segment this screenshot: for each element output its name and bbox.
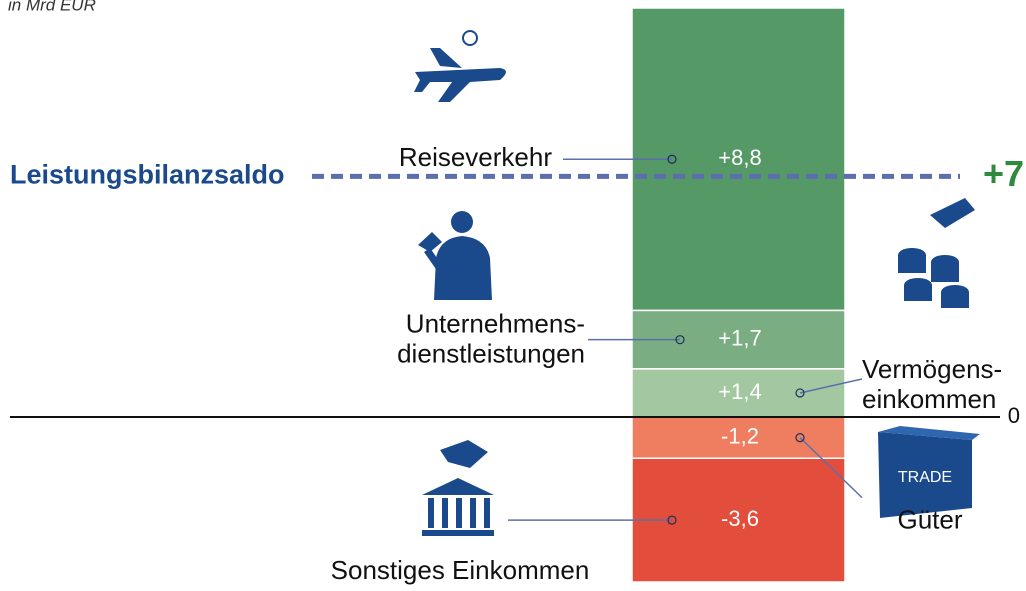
category-label-line: Vermögens-: [862, 354, 1002, 384]
value-label: -1,2: [721, 423, 759, 448]
category-label-line: Reiseverkehr: [399, 142, 553, 172]
category-label: Güter: [897, 505, 962, 535]
category-label: Unternehmens-dienstleistungen: [397, 309, 585, 369]
y-tick-label: 0: [1008, 403, 1020, 428]
category-label: Reiseverkehr: [399, 142, 553, 172]
value-label: +1,7: [718, 325, 761, 350]
category-label: Vermögens-einkommen: [862, 354, 1002, 414]
category-label-line: dienstleistungen: [397, 339, 585, 369]
category-label-line: einkommen: [862, 384, 996, 414]
icon-worker: [418, 211, 492, 300]
value-label: +8,8: [718, 145, 761, 170]
chart: in Mrd EUR TRADE +8,8 +1,7 +1,4 -1,2 -3,6 Rei…: [0, 0, 1026, 591]
category-label: Sonstiges Einkommen: [331, 555, 590, 585]
icon-plane: [414, 31, 506, 102]
chart-subtitle: in Mrd EUR: [8, 0, 96, 14]
category-label-line: Unternehmens-: [406, 309, 585, 339]
value-label: +1,4: [718, 379, 761, 404]
balance-value: +7: [983, 153, 1024, 194]
icon-coins: [898, 198, 975, 308]
value-label: -3,6: [721, 506, 759, 531]
category-label-line: Sonstiges Einkommen: [331, 555, 590, 585]
icon-bank: [422, 440, 494, 536]
category-label-line: Güter: [897, 505, 962, 535]
balance-label: Leistungsbilanzsaldo: [10, 160, 285, 190]
svg-text:TRADE: TRADE: [898, 469, 952, 486]
